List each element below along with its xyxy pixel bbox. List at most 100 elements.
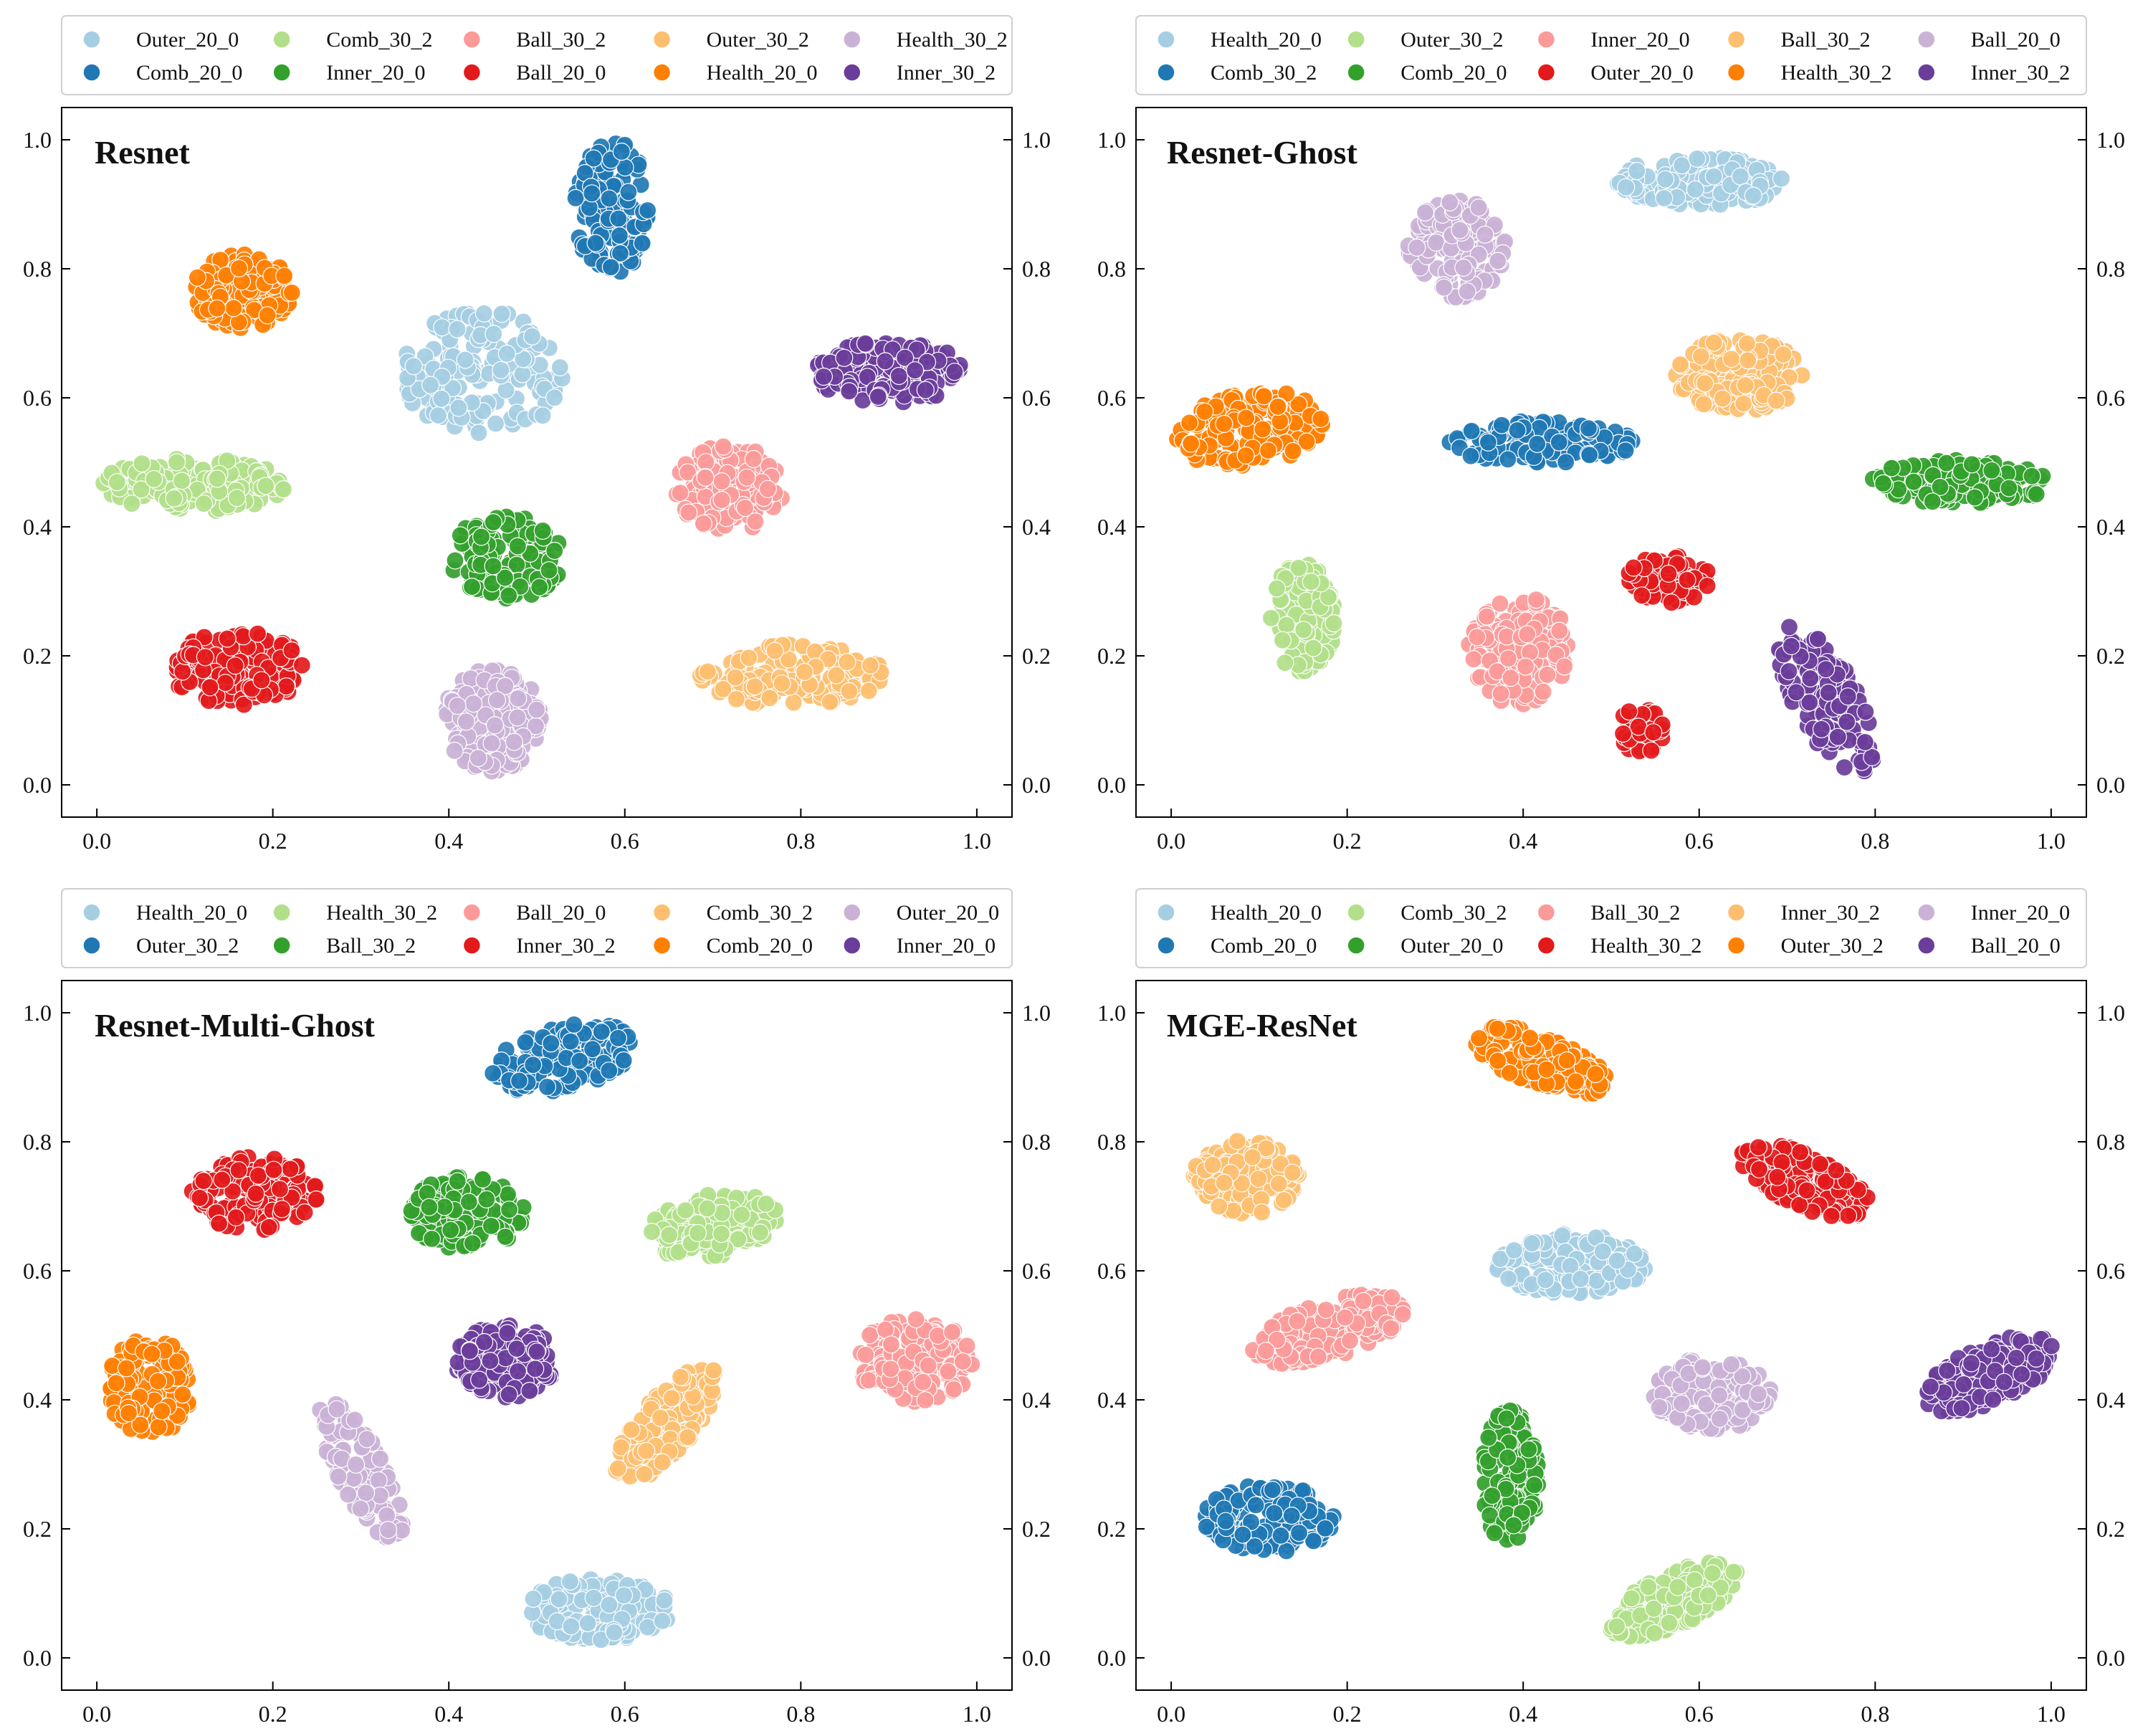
legend-marker [1157, 936, 1175, 955]
scatter-point [435, 1198, 454, 1216]
y-tick-label-right: 0.0 [2096, 1645, 2125, 1671]
scatter-point [1642, 741, 1661, 760]
scatter-point [712, 1224, 731, 1244]
scatter-point [194, 1171, 213, 1191]
y-tick-label-right: 0.2 [1022, 643, 1051, 669]
scatter-point [497, 344, 516, 363]
scatter-point [165, 489, 183, 507]
scatter-point [2000, 479, 2018, 497]
scatter-point [726, 668, 745, 687]
scatter-point [1469, 199, 1488, 217]
panel-resnet: Outer_20_0Comb_20_0Comb_30_2Inner_20_0Ba… [23, 15, 1051, 854]
scatter-point [482, 734, 501, 753]
scatter-point [485, 716, 505, 735]
scatter-point [378, 1520, 398, 1540]
scatter-point [605, 1623, 624, 1642]
scatter-point [229, 259, 249, 277]
scatter-point [601, 258, 621, 277]
scatter-point [662, 1389, 681, 1408]
x-tick-label: 0.6 [1685, 1701, 1714, 1727]
scatter-point [1454, 258, 1473, 277]
scatter-point [608, 1459, 627, 1478]
y-tick-label-right: 0.4 [2096, 514, 2125, 540]
scatter-point [1273, 631, 1292, 649]
scatter-point [638, 201, 657, 220]
legend-marker [1917, 936, 1936, 955]
legend-label: Inner_20_0 [1971, 901, 2070, 925]
scatter-point [1812, 720, 1831, 738]
scatter-point [213, 1170, 231, 1189]
scatter-point [524, 1056, 543, 1074]
legend-label: Ball_30_2 [516, 28, 606, 52]
scatter-point [1678, 571, 1696, 589]
scatter-point [153, 1402, 171, 1421]
scatter-point [477, 1190, 496, 1208]
legend-label: Inner_20_0 [897, 934, 996, 958]
legend: Outer_20_0Comb_20_0Comb_30_2Inner_20_0Ba… [61, 15, 1013, 95]
scatter-point [281, 1160, 300, 1178]
scatter-point [1838, 712, 1856, 731]
scatter-point [688, 1224, 707, 1242]
scatter-point [1182, 434, 1201, 453]
scatter-point [148, 1372, 168, 1391]
scatter-point [1550, 433, 1568, 452]
y-tick-label-left: 0.8 [1097, 256, 1126, 282]
y-tick-label-left: 0.0 [1097, 772, 1126, 798]
legend-marker [462, 903, 482, 922]
legend-marker [82, 30, 101, 49]
legend-marker [1157, 63, 1175, 82]
scatter-point [123, 495, 141, 513]
scatter-point [939, 1362, 958, 1381]
scatter-point [249, 1166, 267, 1185]
scatter-point [448, 320, 467, 338]
legend-label: Ball_20_0 [1971, 934, 2061, 958]
y-tick-label-right: 0.8 [2096, 1129, 2125, 1155]
y-tick-label-left: 0.6 [1097, 1258, 1126, 1284]
scatter-point [1982, 461, 2001, 480]
scatter-point [1659, 564, 1678, 583]
scatter-point [694, 514, 713, 533]
scatter-point [1655, 189, 1674, 208]
scatter-point [469, 424, 488, 442]
scatter-point [508, 1362, 528, 1380]
scatter-point [1698, 576, 1717, 596]
scatter-point [919, 1356, 937, 1375]
scatter-point [143, 1345, 161, 1363]
scatter-point [2027, 485, 2046, 504]
scatter-point [120, 1403, 138, 1423]
scatter-point [1276, 654, 1294, 672]
scatter-point [744, 449, 763, 469]
scatter-point [1491, 685, 1510, 703]
x-tick-label: 0.4 [434, 1701, 463, 1727]
scatter-point [1622, 1589, 1641, 1608]
legend-marker [1537, 903, 1556, 922]
scatter-point [1904, 472, 1923, 491]
scatter-point [561, 1032, 580, 1051]
scatter-point [795, 662, 814, 682]
scatter-point [210, 1214, 229, 1233]
scatter-point [882, 1335, 901, 1354]
legend-marker [272, 903, 291, 922]
legend-label: Outer_20_0 [1400, 934, 1503, 958]
scatter-point [457, 712, 476, 731]
scatter-point [698, 662, 717, 681]
legend-marker [1727, 936, 1746, 955]
scatter-point [500, 586, 518, 605]
scatter-point [1616, 441, 1635, 460]
y-tick-label-right: 0.4 [1022, 514, 1051, 540]
scatter-point [1499, 450, 1517, 469]
scatter-point [600, 1596, 619, 1614]
scatter-point [188, 268, 206, 287]
x-tick-label: 0.4 [1509, 828, 1537, 854]
legend-label: Comb_30_2 [326, 28, 432, 52]
scatter-point [173, 662, 192, 681]
scatter-point [500, 1385, 518, 1404]
y-tick-label-left: 0.6 [1097, 385, 1126, 411]
scatter-point [1780, 618, 1799, 636]
scatter-point [1489, 252, 1507, 270]
scatter-point [526, 1360, 545, 1378]
scatter-point [550, 1590, 568, 1608]
scatter-point [1782, 636, 1800, 656]
scatter-point [758, 480, 777, 498]
scatter-point [676, 1201, 695, 1220]
